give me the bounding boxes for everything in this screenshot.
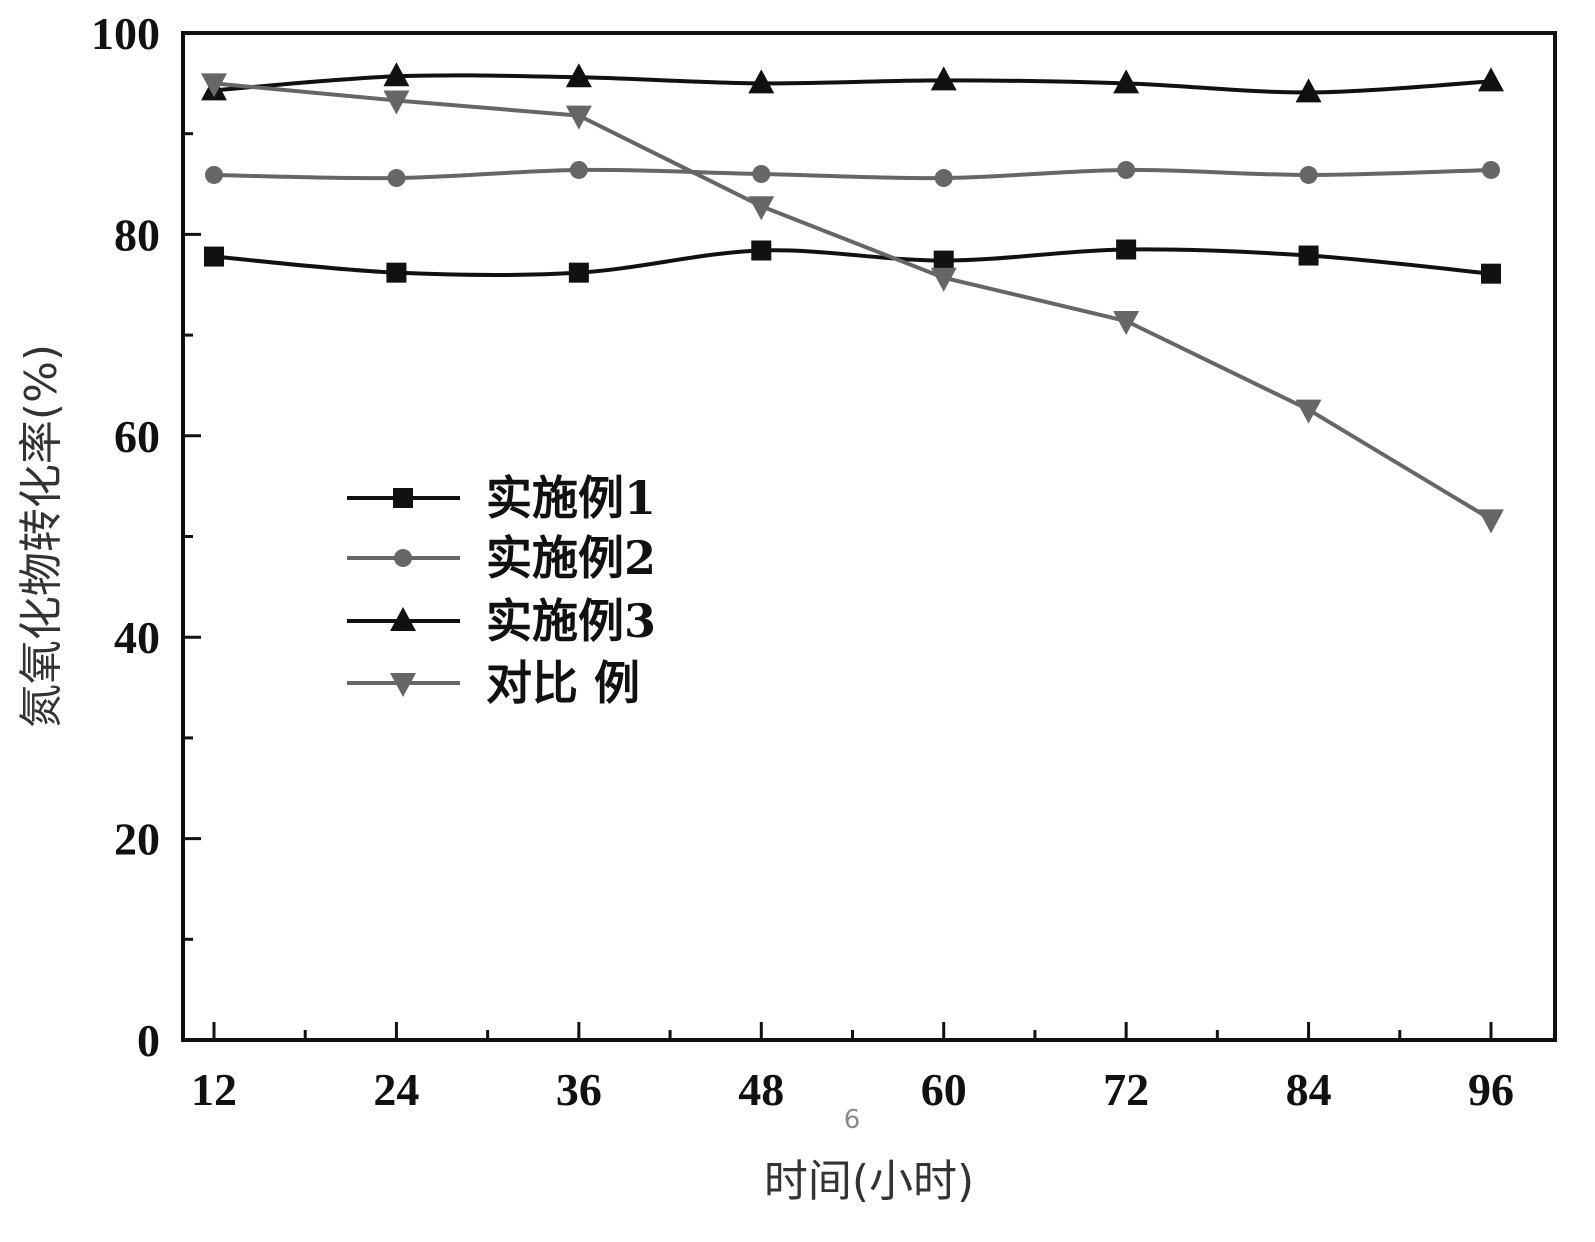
y-tick-label: 40 <box>114 612 160 663</box>
legend-item: 实施例3 <box>347 594 656 648</box>
data-point <box>1299 165 1318 184</box>
series-4 <box>201 73 1504 534</box>
data-point <box>751 240 772 261</box>
data-point <box>1113 69 1140 94</box>
x-tick-label: 48 <box>738 1064 784 1115</box>
data-point <box>1481 263 1501 284</box>
data-point <box>386 262 407 283</box>
data-point <box>1113 311 1140 336</box>
x-tick-label: 12 <box>191 1064 237 1115</box>
stray-annotation: 6 <box>844 1105 861 1135</box>
data-point <box>1478 509 1504 534</box>
data-point <box>565 105 592 130</box>
y-axis: 0 20 40 60 80 100 <box>91 8 201 1066</box>
data-point <box>1116 239 1137 260</box>
x-axis-title: 时间(小时) <box>764 1156 974 1207</box>
legend-marker <box>390 673 416 697</box>
data-point <box>569 160 588 179</box>
data-point <box>205 165 223 184</box>
legend-item: 对比 例 <box>347 656 640 710</box>
y-tick-label: 100 <box>91 8 160 59</box>
legend-item: 实施例1 <box>347 471 656 525</box>
data-point <box>204 246 224 267</box>
y-tick-label: 0 <box>137 1015 160 1066</box>
data-point <box>934 169 953 188</box>
legend-marker <box>393 488 413 508</box>
y-tick-label: 20 <box>114 814 160 865</box>
x-tick-label: 72 <box>1103 1064 1149 1115</box>
x-tick-label: 96 <box>1468 1064 1514 1115</box>
x-tick-label: 60 <box>921 1064 967 1115</box>
series-1 <box>204 239 1501 284</box>
x-tick-label: 36 <box>556 1064 602 1115</box>
legend-label: 实施例3 <box>486 594 656 648</box>
legend: 实施例1 实施例2 实施例3 对比 例 <box>347 471 656 710</box>
data-point <box>1298 245 1319 266</box>
series-line <box>213 81 1493 522</box>
data-point <box>1478 67 1504 92</box>
y-tick-label: 60 <box>114 411 160 462</box>
legend-item: 实施例2 <box>347 531 656 585</box>
series-line <box>213 167 1492 181</box>
data-point <box>1482 160 1500 179</box>
legend-label: 对比 例 <box>486 656 640 710</box>
data-point <box>1295 399 1322 424</box>
series-layer <box>201 62 1504 534</box>
data-point <box>1117 160 1136 179</box>
data-point <box>1295 78 1322 103</box>
legend-label: 实施例2 <box>486 531 656 585</box>
data-point <box>387 169 406 188</box>
series-line <box>213 247 1492 278</box>
data-point <box>565 63 592 88</box>
data-point <box>752 164 771 183</box>
x-tick-label: 24 <box>373 1064 419 1115</box>
plot-frame <box>181 31 1557 1042</box>
series-2 <box>205 160 1500 188</box>
data-point <box>930 66 957 91</box>
data-point <box>748 196 775 221</box>
data-point <box>930 267 957 292</box>
data-point <box>568 262 589 283</box>
data-point <box>933 250 954 271</box>
y-axis-title: 氮氧化物转化率(%) <box>16 344 67 728</box>
legend-marker <box>394 549 412 567</box>
data-point <box>383 62 410 87</box>
data-point <box>748 69 775 94</box>
legend-label: 实施例1 <box>486 471 656 525</box>
series-line <box>213 73 1492 95</box>
data-point <box>201 73 227 98</box>
legend-marker <box>390 607 416 631</box>
x-tick-label: 84 <box>1286 1064 1332 1115</box>
x-axis: 12 24 36 48 60 72 84 96 <box>191 1022 1514 1115</box>
data-point <box>383 90 410 115</box>
y-tick-label: 80 <box>114 209 160 260</box>
